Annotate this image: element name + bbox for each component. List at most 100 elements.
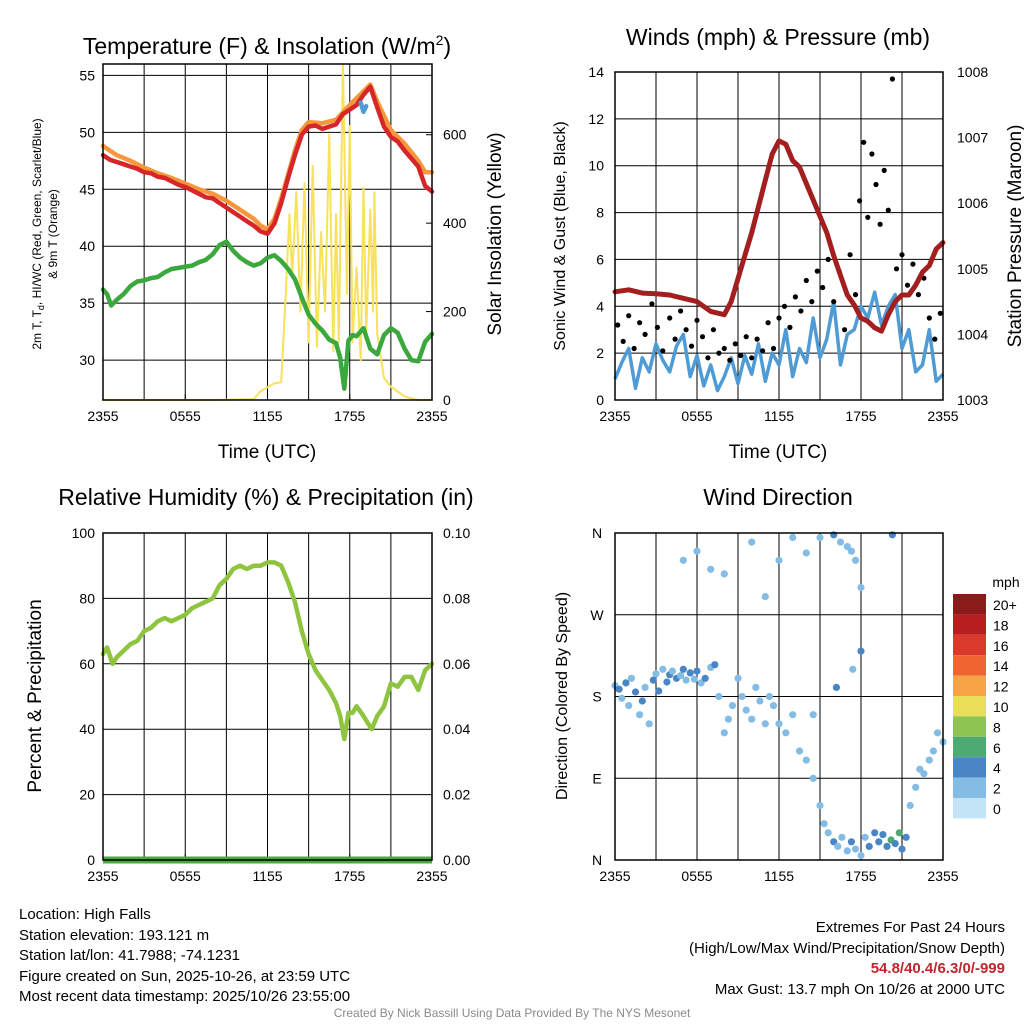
x-tick-label: 2355 bbox=[599, 408, 630, 424]
legend-label: 20+ bbox=[993, 597, 1017, 613]
gust-point bbox=[809, 299, 815, 305]
direction-point bbox=[809, 711, 817, 719]
legend-swatch bbox=[953, 696, 986, 717]
gust-point bbox=[904, 282, 911, 288]
legend-swatch bbox=[953, 777, 986, 798]
gust-point bbox=[710, 327, 717, 333]
direction-point bbox=[697, 679, 705, 687]
series-line-relative-humidity bbox=[100, 560, 435, 742]
direction-point bbox=[898, 845, 906, 853]
direction-point bbox=[857, 583, 865, 592]
extremes-values: 54.8/40.4/6.3/0/-999 bbox=[870, 960, 1005, 977]
temp-x-axis-label: Time (UTC) bbox=[218, 442, 317, 463]
extremes-info: Extremes For Past 24 Hours (High/Low/Max… bbox=[689, 918, 1005, 1000]
x-tick-label: 0555 bbox=[170, 868, 201, 884]
direction-point bbox=[707, 565, 715, 573]
y2-tick-label: 400 bbox=[443, 215, 467, 231]
direction-point bbox=[701, 674, 709, 682]
gust-point bbox=[683, 327, 689, 333]
direction-point bbox=[631, 688, 640, 696]
y-tick-label: 6 bbox=[596, 251, 604, 267]
direction-point bbox=[847, 838, 856, 846]
gust-point bbox=[727, 357, 733, 363]
direction-point bbox=[838, 833, 846, 841]
y-tick-label: E bbox=[592, 770, 601, 786]
x-tick-label: 2355 bbox=[927, 868, 958, 884]
y-tick-label: 100 bbox=[72, 525, 96, 541]
gust-point bbox=[749, 355, 755, 361]
gust-point bbox=[649, 301, 655, 307]
plot-frame bbox=[614, 71, 944, 401]
plot-frame bbox=[102, 532, 433, 861]
direction-point bbox=[843, 543, 851, 551]
x-tick-label: 2355 bbox=[599, 868, 630, 884]
direction-point bbox=[849, 665, 857, 673]
direction-point bbox=[883, 842, 891, 851]
direction-point bbox=[912, 783, 920, 791]
y-tick-label: 10 bbox=[588, 158, 604, 174]
direction-point bbox=[738, 692, 746, 701]
y2-tick-label: 200 bbox=[443, 304, 467, 320]
y2-tick-label: 1003 bbox=[957, 392, 988, 408]
series-line-solar-insolation-yellow- bbox=[102, 63, 433, 401]
direction-point bbox=[871, 829, 879, 837]
gust-point bbox=[865, 214, 871, 220]
gust-point bbox=[857, 198, 863, 204]
gust-point bbox=[642, 331, 648, 337]
direction-point bbox=[879, 831, 887, 839]
gust-point bbox=[631, 345, 637, 352]
gust-point bbox=[910, 261, 916, 267]
direction-point bbox=[677, 672, 685, 680]
series-line-dewpoint-2m-green- bbox=[100, 239, 435, 391]
direction-point bbox=[682, 676, 690, 684]
gust-point bbox=[803, 277, 809, 284]
direction-point bbox=[816, 801, 824, 810]
y2-tick-label: 1004 bbox=[957, 326, 988, 342]
gust-point bbox=[820, 284, 826, 291]
direction-point bbox=[756, 697, 764, 705]
direction-point bbox=[891, 840, 899, 848]
legend-label: 14 bbox=[993, 658, 1009, 674]
legend-swatch bbox=[953, 655, 986, 676]
legend-swatch bbox=[953, 757, 986, 778]
plot-frame bbox=[614, 532, 944, 861]
direction-point bbox=[834, 842, 842, 851]
direction-point bbox=[636, 711, 644, 719]
gust-point bbox=[654, 324, 661, 330]
direction-point bbox=[775, 720, 783, 728]
direction-point bbox=[782, 729, 790, 737]
gust-point bbox=[770, 345, 777, 352]
gust-point bbox=[932, 336, 938, 342]
y-tick-label: 80 bbox=[79, 590, 95, 606]
max-gust: Max Gust: 13.7 mph On 10/26 at 2000 UTC bbox=[714, 980, 1005, 998]
y-tick-label: 0 bbox=[596, 392, 604, 408]
y-tick-label: 40 bbox=[79, 238, 95, 254]
legend-label: 8 bbox=[993, 719, 1001, 735]
gust-point bbox=[881, 167, 887, 173]
x-tick-label: 2355 bbox=[416, 868, 447, 884]
gust-point bbox=[743, 334, 749, 340]
gust-point bbox=[889, 76, 896, 82]
y-tick-label: 12 bbox=[588, 111, 604, 127]
direction-point bbox=[686, 669, 694, 677]
x-tick-label: 1755 bbox=[334, 868, 365, 884]
direction-point bbox=[693, 667, 701, 675]
gust-point bbox=[667, 315, 673, 321]
direction-point bbox=[925, 756, 933, 764]
station-latlon: Station lat/lon: 41.7988; -74.1231 bbox=[19, 947, 241, 964]
x-tick-label: 2355 bbox=[87, 868, 118, 884]
gust-point bbox=[776, 315, 782, 321]
y-tick-label: W bbox=[590, 607, 604, 623]
gust-point bbox=[847, 252, 853, 258]
y2-tick-label: 0.06 bbox=[443, 656, 470, 672]
y-tick-label: N bbox=[592, 852, 602, 868]
legend-label: 16 bbox=[993, 638, 1009, 654]
temp-y-axis-label-line2: & 9m T (Orange) bbox=[46, 189, 60, 279]
gust-point bbox=[781, 303, 788, 309]
direction-point bbox=[875, 838, 883, 846]
legend-swatch bbox=[953, 594, 986, 615]
gust-point bbox=[626, 313, 632, 319]
y2-tick-label: 0.08 bbox=[443, 590, 470, 606]
